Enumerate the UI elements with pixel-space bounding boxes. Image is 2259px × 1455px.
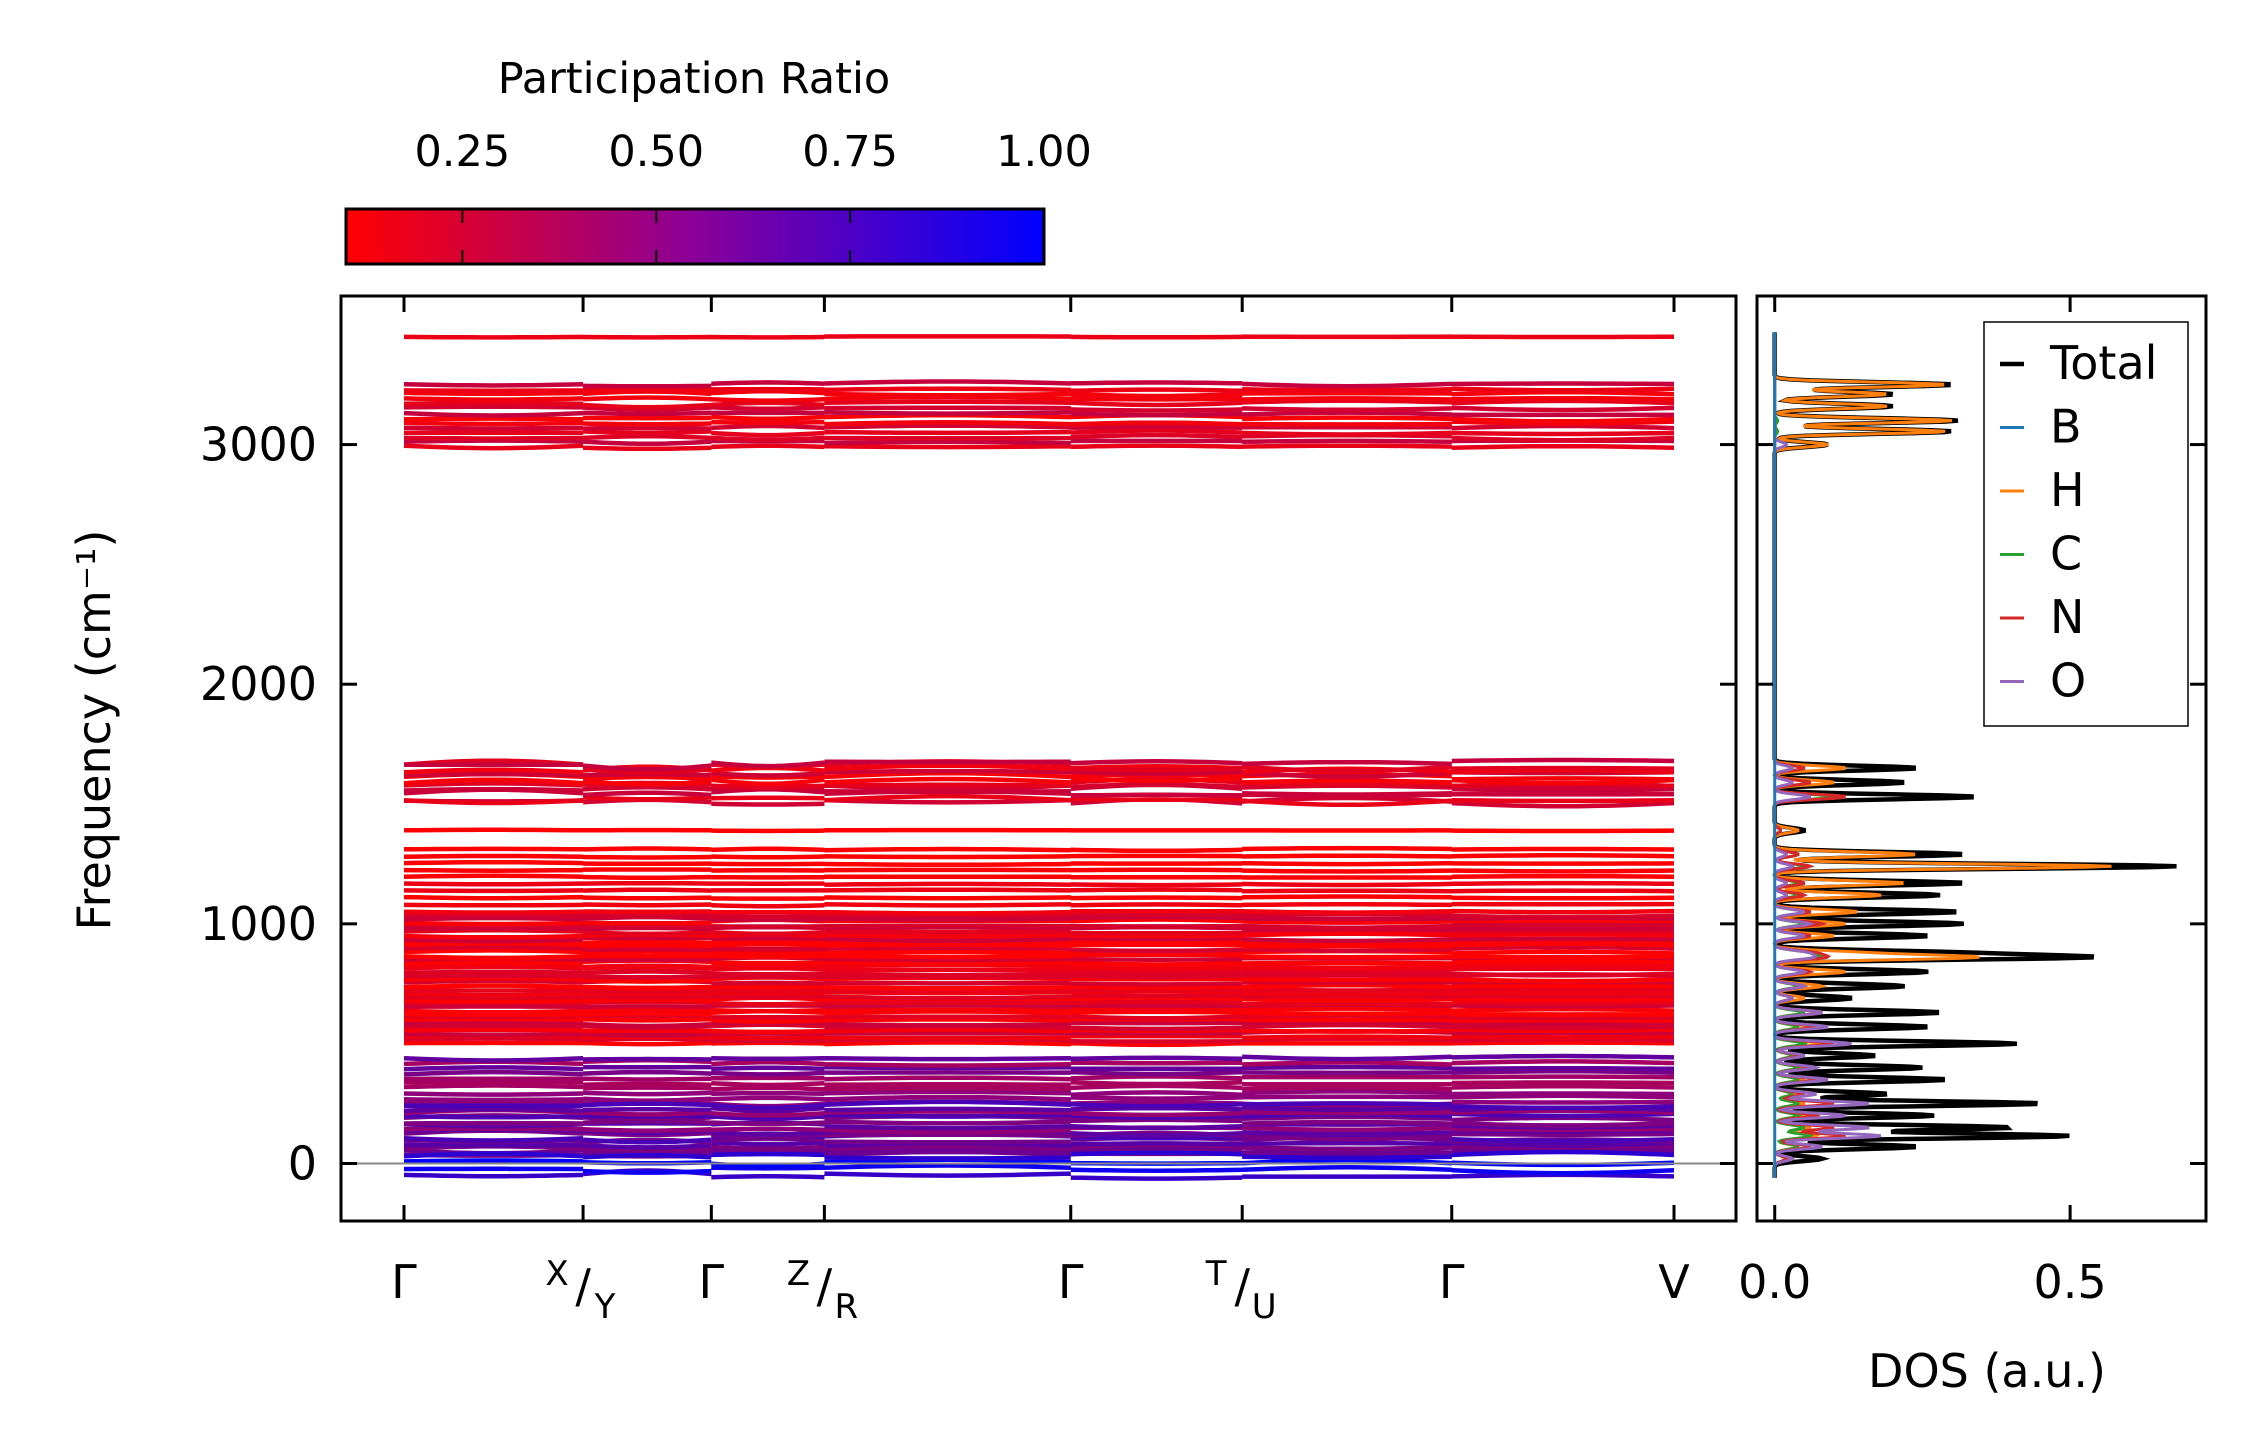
legend-label-H: H (2050, 463, 2085, 517)
colorbar-ticks: 0.25 0.50 0.75 1.00 (414, 127, 1092, 264)
dos-x-axis: 0.0 0.5 (1738, 296, 2107, 1309)
band-line (403, 983, 1674, 991)
band-line (403, 894, 1675, 901)
band-x-tick-label: Γ (391, 1255, 417, 1309)
band-x-tick-label-sub: U (1252, 1287, 1277, 1327)
legend-box (1983, 321, 2189, 727)
band-line (403, 1074, 1675, 1082)
band-line (403, 1149, 1675, 1161)
band-y-axis: 0 1000 2000 3000 (200, 418, 1736, 1190)
band-line (403, 1040, 1675, 1048)
band-line (403, 394, 1675, 403)
band-line (403, 379, 1675, 389)
band-lines (403, 334, 1675, 1181)
band-x-tick-label: Γ (1058, 1255, 1084, 1309)
band-x-tick-label-sup: X (545, 1254, 568, 1294)
band-axes-frame (339, 294, 1738, 1223)
band-line (403, 432, 1675, 443)
band-line (403, 1013, 1675, 1021)
band-line (404, 845, 1675, 854)
band-line (403, 776, 1675, 787)
band-x-tick-label: Γ (699, 1255, 725, 1309)
band-line (404, 1099, 1675, 1111)
dos-curves (1772, 331, 2177, 1178)
band-line (403, 1006, 1675, 1015)
band-x-tick-label-main: / (817, 1259, 833, 1313)
band-x-axis: Γ X / Y Γ Z / R Γ T / U Γ V (391, 296, 1690, 1327)
band-line (403, 908, 1675, 916)
dos-x-tick-label: 0.0 (1738, 1255, 1811, 1309)
band-line (403, 404, 1675, 413)
band-y-tick-label: 2000 (200, 657, 317, 711)
y-label-text: Frequency (cm⁻¹) (67, 530, 121, 931)
dos-x-axis-label: DOS (a.u.) (1868, 1344, 2106, 1398)
band-line (403, 334, 1674, 340)
band-line (403, 969, 1675, 978)
band-line (403, 1069, 1675, 1077)
band-x-tick-label-main: / (575, 1259, 591, 1313)
band-y-tick-label: 3000 (200, 418, 317, 472)
band-x-tick-label-main: / (1234, 1259, 1250, 1313)
band-line (403, 944, 1675, 954)
band-x-tick-label-sub: Y (594, 1287, 616, 1327)
colorbar-tick-label: 0.75 (802, 127, 898, 177)
band-y-tick-label: 0 (288, 1136, 317, 1190)
dos-x-tick-label: 0.5 (2034, 1255, 2107, 1309)
band-line (403, 1064, 1675, 1072)
band-line (404, 757, 1675, 772)
band-line (403, 887, 1675, 894)
band-line (403, 419, 1675, 427)
band-line (403, 901, 1674, 909)
band-line (404, 428, 1675, 438)
band-line (403, 827, 1675, 834)
legend-label-B: B (2050, 400, 2082, 454)
band-line (403, 873, 1675, 880)
band-line (403, 423, 1675, 431)
band-line (403, 386, 1675, 394)
band-line (403, 389, 1675, 399)
band-line (403, 1053, 1675, 1063)
band-line (403, 410, 1674, 418)
band-y-axis-label: Frequency (cm⁻¹) (67, 530, 121, 931)
band-x-tick-label: Γ (1439, 1255, 1465, 1309)
legend-label-O: O (2050, 654, 2086, 708)
band-x-tick-label-sup: Z (787, 1254, 810, 1294)
band-line (403, 1027, 1675, 1035)
colorbar: Participation Ratio 0.25 0.50 0.75 1.00 (344, 54, 1092, 266)
band-line (403, 853, 1675, 860)
band-line (403, 867, 1675, 874)
band-line (404, 993, 1674, 1001)
band-x-tick-label-sub: R (835, 1287, 859, 1327)
band-line (403, 989, 1675, 998)
band-line (403, 793, 1675, 808)
legend-label-N: N (2050, 590, 2084, 644)
band-x-tick-label-sup: T (1205, 1254, 1227, 1294)
band-line (403, 1079, 1675, 1088)
band-x-tick-label: V (1658, 1255, 1690, 1309)
colorbar-tick-label: 0.50 (608, 127, 704, 177)
colorbar-gradient (344, 207, 1046, 266)
band-line (403, 952, 1675, 961)
dos-y-ticks (1757, 443, 2206, 1165)
colorbar-tick-label: 0.25 (414, 127, 510, 177)
colorbar-title: Participation Ratio (498, 54, 891, 104)
band-line (404, 1163, 1675, 1176)
band-line (403, 398, 1675, 410)
band-line (403, 443, 1675, 452)
dos-axes-frame (1755, 294, 2208, 1223)
band-line (403, 859, 1675, 868)
legend-label-total: Total (2049, 336, 2157, 390)
band-line (403, 1089, 1675, 1097)
band-line (403, 1093, 1675, 1103)
legend-label-C: C (2050, 527, 2082, 581)
band-line (403, 935, 1675, 944)
colorbar-tick-label: 1.00 (996, 127, 1092, 177)
band-line (403, 880, 1675, 888)
band-y-tick-label: 1000 (200, 897, 317, 951)
